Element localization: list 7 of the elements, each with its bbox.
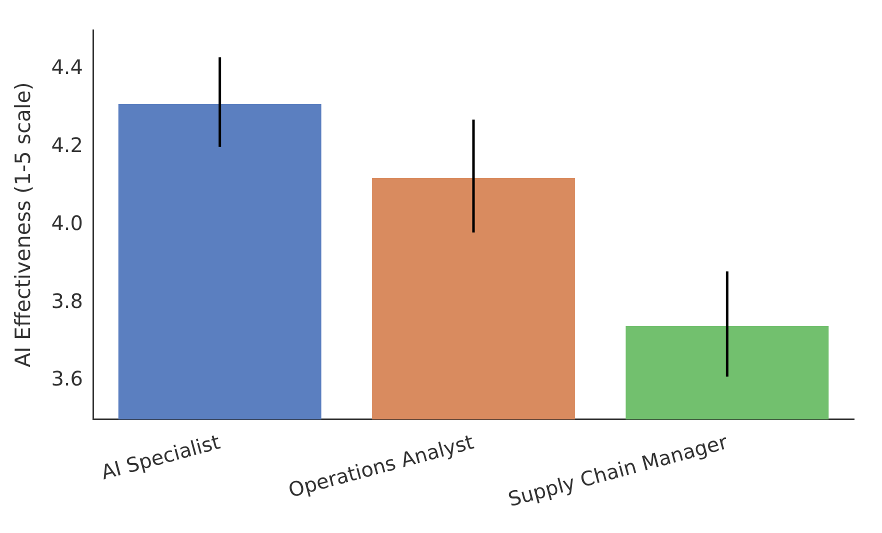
y-tick-label: 3.6 [51, 366, 84, 391]
y-tick-label: 4.0 [51, 210, 84, 235]
y-axis-title: AI Effectiveness (1-5 scale) [11, 82, 36, 368]
x-tick-label: Supply Chain Manager [506, 429, 731, 512]
y-tick-label: 4.2 [51, 133, 84, 158]
y-tick-label: 3.8 [51, 288, 84, 313]
y-tick-label: 4.4 [51, 55, 84, 80]
